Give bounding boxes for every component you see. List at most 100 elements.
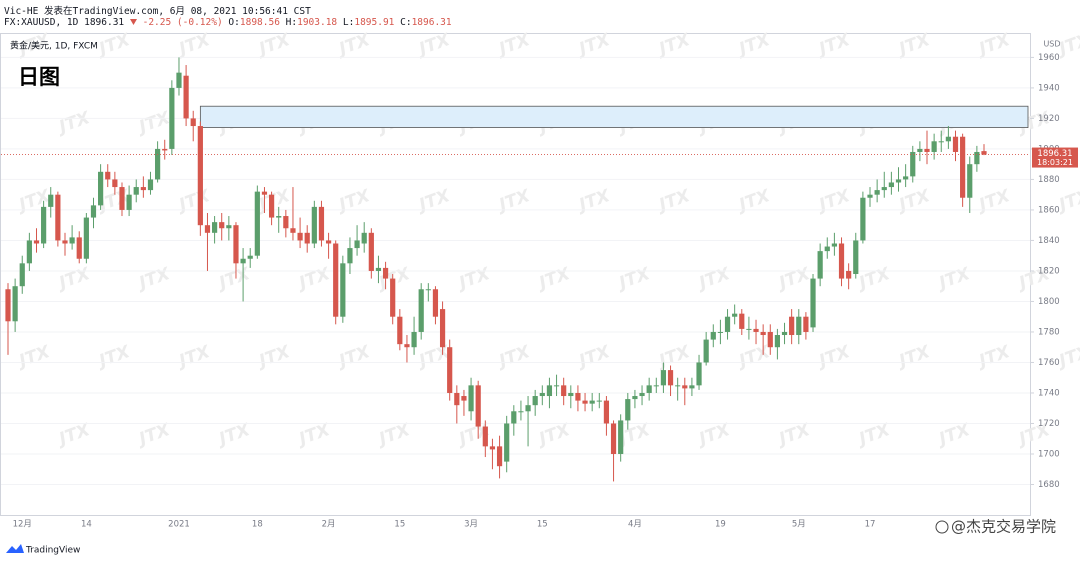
- candle-body: [960, 136, 966, 198]
- candle-body: [333, 243, 339, 317]
- candle-body: [796, 316, 802, 336]
- brand-logo: [6, 544, 24, 553]
- watermark: JTX: [174, 186, 214, 217]
- candle-body: [525, 405, 531, 412]
- plot: [1, 56, 1030, 485]
- candle-body: [874, 190, 880, 195]
- y-tick-label: 1720: [1038, 419, 1060, 429]
- watermark: JTX: [294, 264, 334, 295]
- watermark: JTX: [934, 420, 974, 451]
- candle-body: [211, 222, 218, 233]
- candle-body: [19, 263, 25, 287]
- candle-body: [967, 164, 973, 198]
- pane-label: 黄金/美元, 1D, FXCM: [10, 40, 98, 52]
- candle-body: [26, 240, 32, 264]
- candle-body: [824, 246, 830, 252]
- y-tick-label: 1840: [1038, 236, 1060, 246]
- down-arrow: [129, 19, 137, 25]
- watermark: JTX: [334, 30, 374, 61]
- watermark: JTX: [374, 420, 414, 451]
- candle-body: [561, 385, 567, 397]
- candle-body: [582, 400, 588, 404]
- candle-body: [553, 385, 560, 387]
- last-price: 1896.31: [84, 17, 125, 28]
- watermark: JTX: [574, 342, 614, 373]
- candle-body: [739, 313, 745, 329]
- watermark: JTX: [54, 264, 94, 295]
- watermark: JTX: [94, 342, 134, 373]
- x-tick-label: 2月: [322, 520, 336, 530]
- watermark: JTX: [54, 420, 94, 451]
- candle-body: [226, 225, 232, 229]
- candle-body: [162, 148, 168, 151]
- watermark: JTX: [414, 30, 454, 61]
- candle-body: [667, 370, 674, 386]
- y-tick-label: 1960: [1038, 53, 1060, 63]
- candle-body: [261, 191, 268, 195]
- candle-body: [247, 255, 253, 259]
- candle-body: [404, 344, 410, 348]
- candle-body: [789, 316, 795, 336]
- candle-body: [12, 286, 18, 322]
- candle-body: [461, 396, 467, 401]
- candle-body: [197, 126, 203, 226]
- candle-body: [931, 141, 937, 152]
- watermark: JTX: [534, 420, 574, 451]
- watermark: JTX: [774, 420, 814, 451]
- candle-body: [853, 240, 859, 274]
- watermark: JTX: [734, 30, 774, 61]
- candle-body: [639, 392, 645, 397]
- watermark: JTX: [174, 30, 214, 61]
- y-tick-label: 1760: [1038, 358, 1060, 368]
- candle-body: [489, 446, 496, 450]
- candle-body: [710, 331, 716, 340]
- watermark: JTX: [974, 186, 1014, 217]
- candle-body: [140, 187, 146, 191]
- watermark: JTX: [574, 186, 614, 217]
- price-label: 1896.31: [1037, 149, 1072, 159]
- candle-body: [753, 328, 759, 332]
- candle-body: [468, 385, 474, 412]
- watermark: JTX: [14, 342, 54, 373]
- candle-body: [482, 426, 488, 447]
- candle-body: [938, 141, 944, 143]
- candle-body: [732, 313, 738, 317]
- candle-body: [368, 232, 374, 271]
- candle-body: [881, 187, 887, 191]
- candle-body: [518, 411, 524, 413]
- x-tick-label: 14: [81, 520, 92, 530]
- candle-body: [610, 423, 617, 454]
- candle-body: [240, 258, 246, 264]
- candle-body: [810, 278, 816, 328]
- candle-body: [888, 182, 894, 188]
- watermark: JTX: [974, 342, 1014, 373]
- watermark: JTX: [654, 30, 694, 61]
- candle-body: [767, 331, 773, 348]
- candle-body: [717, 331, 724, 333]
- candle-body: [190, 118, 196, 127]
- x-tick-label: 18: [252, 520, 263, 530]
- candle-body: [62, 240, 68, 244]
- candle-body: [974, 151, 980, 165]
- watermark: JTX: [494, 30, 534, 61]
- candle-body: [254, 191, 260, 256]
- candle-body: [418, 289, 424, 332]
- candle-body: [390, 278, 396, 317]
- candle-body: [183, 75, 189, 119]
- axis-unit: USD: [1043, 40, 1060, 49]
- watermark: JTX: [134, 264, 174, 295]
- y-tick-label: 1940: [1038, 83, 1060, 93]
- candle-body: [910, 151, 916, 177]
- candle-body: [105, 171, 111, 180]
- x-tick-label: 12月: [13, 520, 32, 530]
- candle-body: [133, 187, 139, 195]
- candle-body: [268, 194, 275, 218]
- candle-body: [781, 331, 788, 336]
- watermark: JTX: [54, 108, 94, 139]
- candle-body: [867, 194, 873, 198]
- candle-body: [169, 87, 175, 149]
- candle-body: [903, 176, 909, 180]
- candle-body: [546, 385, 553, 397]
- candle-body: [297, 232, 303, 241]
